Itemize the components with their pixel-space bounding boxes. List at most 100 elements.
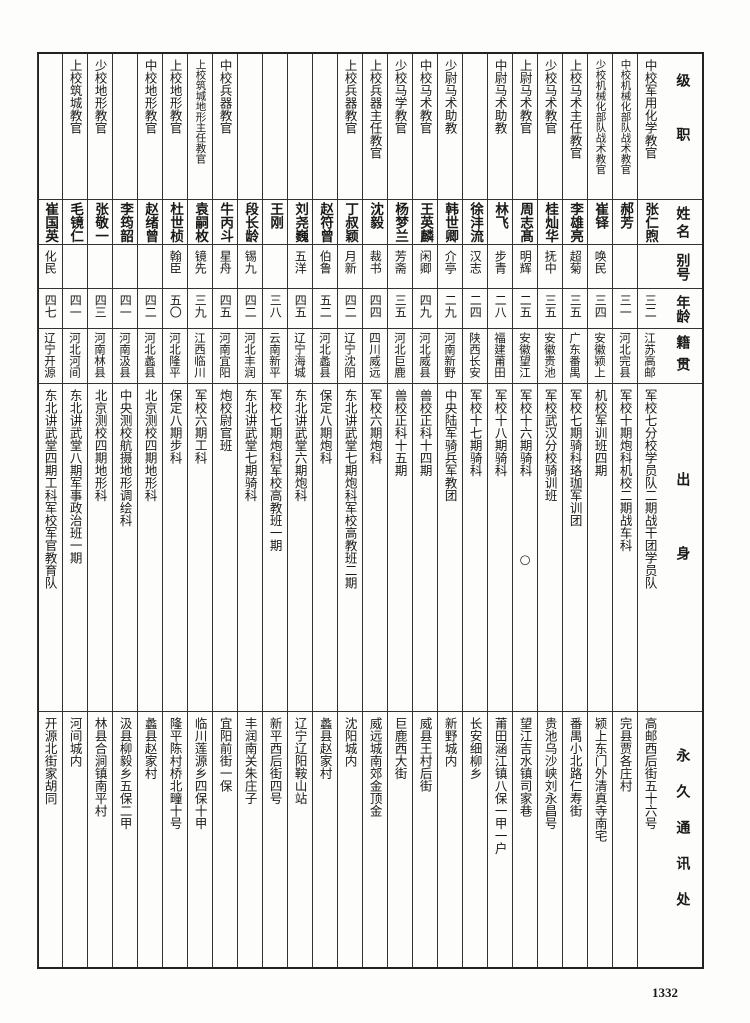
- alias-text: 介亭: [443, 250, 458, 274]
- cell-address: 丰润南关朱庄子: [238, 712, 262, 967]
- cell-native: 安徽颍上: [588, 329, 612, 384]
- person-column: 徐沣流 汉志 二四 陕西长安 军校十七期骑科 长安细柳乡: [462, 54, 487, 967]
- cell-age: 年龄: [662, 289, 702, 329]
- cell-age: 二四: [463, 289, 487, 329]
- cell-address: 开源北街家胡同: [38, 712, 62, 967]
- cell-address: 汲县柳毅乡五保二甲: [113, 712, 137, 967]
- address-text: 开源北街家胡同: [42, 717, 58, 805]
- personnel-roster-table: 级职 姓名 别号 年龄 籍贯 出身 永久通讯处 中校军用化学教官 张仁煦 三二 江苏高邮 军校七分校学…: [37, 52, 704, 969]
- cell-name: 李雄亮: [563, 200, 587, 245]
- origin-text: 东北讲武堂六期炮科: [292, 389, 308, 502]
- address-text: 贵池乌沙峡刘永昌号: [542, 717, 558, 830]
- cell-name: 丁叔颖: [338, 200, 362, 245]
- name-text: 丁叔颖: [342, 202, 359, 243]
- cell-address: 高邮西后街五十六号: [638, 712, 662, 967]
- alias-text: 闲卿: [418, 250, 433, 274]
- cell-native: 河南林县: [88, 329, 112, 384]
- name-text: 沈毅: [367, 202, 384, 229]
- origin-text: 中央陆军骑兵军教团: [442, 389, 458, 502]
- title-text: 中校军用化学教官: [642, 59, 658, 159]
- cell-title: 中尉马术助教: [488, 54, 512, 200]
- cell-alias: [138, 245, 162, 289]
- cell-native: 安徽贵池: [538, 329, 562, 384]
- person-column: 上校地形教官 杜世桢 翰臣 五〇 河北隆平 保定八期步科 隆平陈村桥北疃十号: [162, 54, 187, 967]
- address-text: 宜阳前街一保: [217, 717, 233, 792]
- native-text: 安徽望江: [518, 332, 533, 378]
- cell-name: 杜世桢: [163, 200, 187, 245]
- native-text: 河南宜阳: [218, 332, 233, 378]
- native-text: 广东番禺: [568, 332, 583, 378]
- origin-text: 保定八期炮科: [317, 389, 333, 464]
- cell-origin: 北京测校四期地形科: [88, 384, 112, 712]
- name-text: 周志髙: [517, 202, 534, 243]
- age-text: 二五: [518, 294, 533, 318]
- cell-title: [288, 54, 312, 200]
- name-text: 袁嗣枚: [192, 202, 209, 243]
- cell-address: 隆平陈村桥北疃十号: [163, 712, 187, 967]
- origin-text: 东北讲武堂四期工科军校军官教育队: [42, 389, 58, 589]
- cell-name: 张仁煦: [638, 200, 662, 245]
- age-text: 四五: [293, 294, 308, 318]
- native-text: 陕西长安: [468, 332, 483, 378]
- native-text: 河北蠡县: [143, 332, 158, 378]
- cell-age: 四二: [138, 289, 162, 329]
- cell-age: 三二: [638, 289, 662, 329]
- title-text: 上校马术主任教官: [567, 59, 583, 159]
- cell-name: 李筠韶: [113, 200, 137, 245]
- age-text: 四四: [368, 294, 383, 318]
- native-text: 河北河间: [68, 332, 83, 378]
- cell-title: 中校地形教官: [138, 54, 162, 200]
- cell-alias: 翰臣: [163, 245, 187, 289]
- cell-age: 三九: [188, 289, 212, 329]
- cell-alias: [613, 245, 637, 289]
- name-text: 桂灿华: [542, 202, 559, 243]
- cell-origin: 军校六期工科: [188, 384, 212, 712]
- cell-native: 河南宜阳: [213, 329, 237, 384]
- title-text: 少尉马术助教: [442, 59, 458, 134]
- cell-origin: 保定八期步科: [163, 384, 187, 712]
- cell-title: 中校军用化学教官: [638, 54, 662, 200]
- cell-age: 四四: [363, 289, 387, 329]
- name-text: 张敬一: [92, 202, 109, 243]
- cell-native: 河北完县: [613, 329, 637, 384]
- cell-origin: 军校十期炮科机校二期战车科: [613, 384, 637, 712]
- cell-origin: 军校十六期骑科 ○: [513, 384, 537, 712]
- cell-native: 河北蠡县: [138, 329, 162, 384]
- person-column: 刘尧巍 五洋 四五 辽宁海城 东北讲武堂六期炮科 辽宁辽阳鞍山站: [287, 54, 312, 967]
- person-column: 上校兵器主任教官 沈毅 裁书 四四 四川威远 军校六期炮科 威远城南郊金顶金: [362, 54, 387, 967]
- cell-origin: 军校十七期骑科: [463, 384, 487, 712]
- cell-name: 韩世卿: [438, 200, 462, 245]
- address-text: 望江吉水镇司家巷: [517, 717, 533, 817]
- native-text: 河北隆平: [168, 332, 183, 378]
- alias-text: 伯鲁: [318, 250, 333, 274]
- cell-origin: 炮校尉官班: [213, 384, 237, 712]
- cell-title: 上校筑城地形主任教官: [188, 54, 212, 200]
- name-text: 王刚: [267, 202, 284, 229]
- cell-title: 少校马学教官: [388, 54, 412, 200]
- cell-native: 江苏高邮: [638, 329, 662, 384]
- person-column: 中校机械化部队战术教官 郝芳 三一 河北完县 军校十期炮科机校二期战车科 完县贾各庄村: [612, 54, 637, 967]
- cell-address: 望江吉水镇司家巷: [513, 712, 537, 967]
- cell-name: 张敬一: [88, 200, 112, 245]
- origin-text: 军校十七期骑科: [467, 389, 483, 477]
- person-column: 段长龄 锡九 四二 河北丰润 东北讲武堂七期骑科 丰润南关朱庄子: [237, 54, 262, 967]
- cell-native: 河北隆平: [163, 329, 187, 384]
- cell-age: 二五: [513, 289, 537, 329]
- cell-title: [463, 54, 487, 200]
- cell-native: 江西临川: [188, 329, 212, 384]
- cell-name: 徐沣流: [463, 200, 487, 245]
- cell-age: 四三: [88, 289, 112, 329]
- alias-text: 唤民: [593, 250, 608, 274]
- address-text: 巨鹿西大街: [392, 717, 408, 780]
- person-column: 王刚 三八 云南新平 军校七期炮科军校高教班一期 新平西后街四号: [262, 54, 287, 967]
- cell-name: 崔国英: [38, 200, 62, 245]
- name-text: 林飞: [492, 202, 509, 229]
- cell-name: 沈毅: [363, 200, 387, 245]
- native-text: 云南新平: [268, 332, 283, 378]
- address-text: 番禺小北路仁寿街: [567, 717, 583, 817]
- cell-title: 上尉马术教官: [513, 54, 537, 200]
- name-text: 刘尧巍: [292, 202, 309, 243]
- name-text: 徐沣流: [467, 202, 484, 243]
- origin-text: 炮校尉官班: [217, 389, 233, 452]
- title-text: 中校机械化部队战术教官: [619, 59, 632, 175]
